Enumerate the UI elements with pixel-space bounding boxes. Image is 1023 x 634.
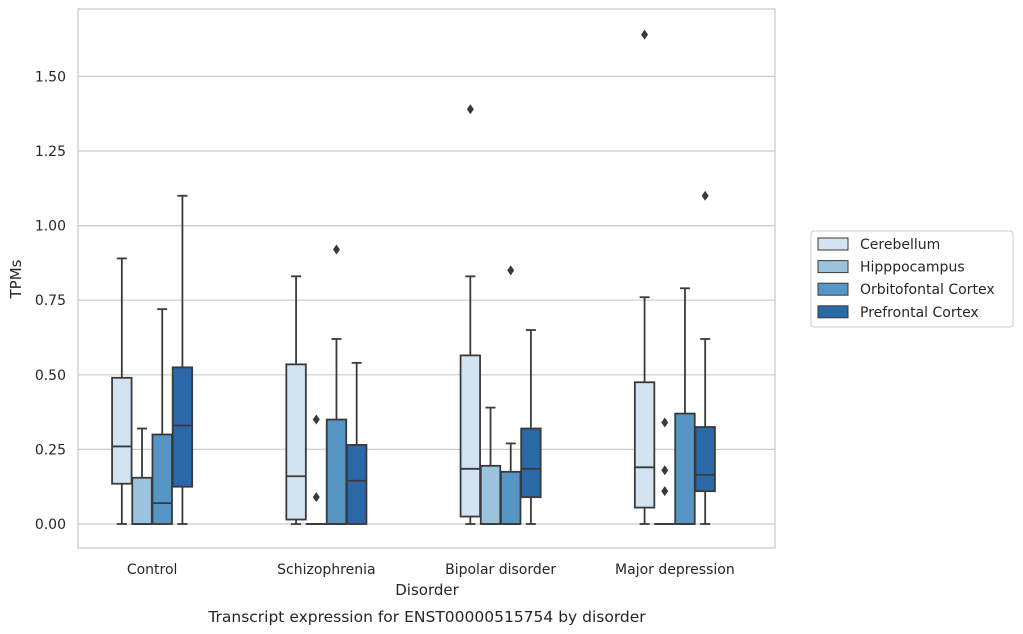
- box-orbitofontal-cortex: [500, 265, 522, 525]
- box-prefrontal-cortex: [171, 194, 194, 525]
- x-tick-label: Bipolar disorder: [445, 562, 556, 578]
- box-hipppocampus: [305, 414, 327, 525]
- outlier-point: [312, 492, 320, 503]
- box-body: [325, 418, 348, 525]
- box-body: [131, 476, 153, 525]
- box-body: [459, 354, 481, 518]
- box-body: [674, 412, 696, 525]
- box-body: [346, 444, 368, 525]
- y-tick-label: 1.25: [35, 144, 66, 160]
- legend-label: Hipppocampus: [860, 260, 965, 276]
- legend-swatch: [817, 260, 849, 274]
- legend-label: Cerebellum: [860, 237, 940, 253]
- box-prefrontal-cortex: [694, 190, 716, 525]
- box-body: [694, 426, 716, 493]
- legend-swatch: [817, 305, 849, 319]
- outlier-point: [661, 486, 669, 497]
- x-tick-labels: Control Schizophrenia Bipolar disorder Majo…: [127, 562, 735, 578]
- box-body: [151, 433, 173, 525]
- box-cerebellum: [459, 104, 481, 525]
- box-cerebellum: [633, 29, 656, 525]
- box-orbitofontal-cortex: [674, 287, 696, 525]
- legend-frame: [810, 230, 1014, 328]
- box-body: [479, 464, 502, 525]
- box-cerebellum: [285, 275, 307, 525]
- box-groups: [111, 29, 716, 525]
- outlier-point: [641, 29, 649, 40]
- legend-swatch: [817, 282, 849, 296]
- y-tick-label: 1.00: [35, 219, 66, 235]
- box-prefrontal-cortex: [520, 329, 542, 525]
- x-tick-label: Major depression: [615, 562, 735, 578]
- box-orbitofontal-cortex: [151, 308, 173, 525]
- box-body: [500, 470, 522, 525]
- box-body: [111, 376, 133, 485]
- x-tick-label: Control: [127, 562, 178, 578]
- plot-frame: [77, 8, 776, 549]
- legend: Cerebellum Hipppocampus Orbitofontal Corte…: [810, 230, 1014, 328]
- box-hipppocampus: [479, 406, 502, 525]
- legend-label: Prefrontal Cortex: [860, 305, 979, 321]
- y-tick-label: 0.25: [35, 442, 66, 458]
- outlier-point: [661, 417, 669, 428]
- y-tick-label: 1.50: [35, 69, 66, 85]
- outlier-point: [701, 190, 709, 201]
- y-tick-label: 0.00: [35, 517, 66, 533]
- y-tick-label: 0.50: [35, 368, 66, 384]
- box-body: [633, 381, 656, 509]
- outlier-point: [312, 414, 320, 425]
- outlier-point: [332, 244, 340, 255]
- legend-label: Orbitofontal Cortex: [860, 282, 995, 298]
- y-tick-labels: 0.00 0.25 0.50 0.75 1.00 1.25 1.50: [35, 69, 66, 533]
- box-prefrontal-cortex: [346, 361, 368, 525]
- box-hipppocampus: [131, 427, 153, 525]
- box-body: [520, 427, 542, 499]
- y-axis-label: TPMs: [7, 259, 25, 299]
- y-tick-label: 0.75: [35, 293, 66, 309]
- x-axis-label: Disorder: [395, 581, 459, 599]
- x-tick-label: Schizophrenia: [277, 562, 375, 578]
- box-body: [285, 363, 307, 521]
- legend-swatch: [817, 237, 849, 251]
- box-orbitofontal-cortex: [325, 244, 348, 525]
- outlier-point: [507, 265, 515, 276]
- box-cerebellum: [111, 257, 133, 525]
- y-gridlines: [78, 75, 775, 525]
- chart-title: Transcript expression for ENST0000051575…: [207, 608, 646, 626]
- outlier-point: [661, 465, 669, 476]
- outlier-point: [466, 104, 474, 115]
- box-hipppocampus: [654, 417, 676, 525]
- box-body: [171, 366, 194, 488]
